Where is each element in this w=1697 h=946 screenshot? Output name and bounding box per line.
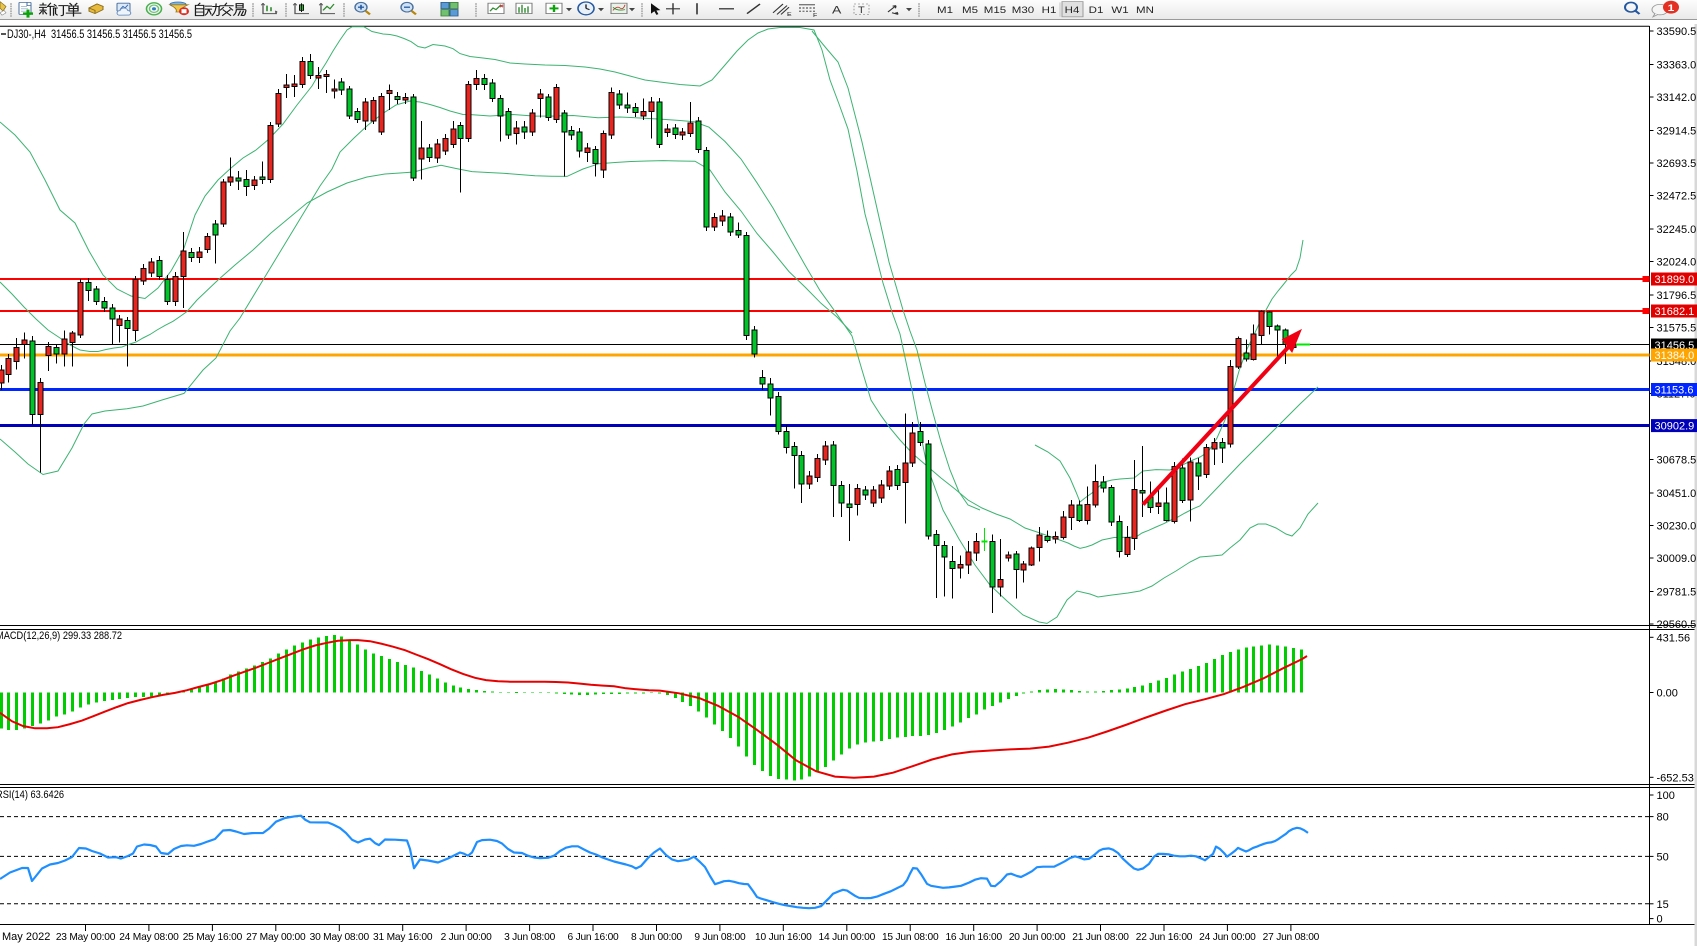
svg-text:15 Jun 08:00: 15 Jun 08:00 [882, 932, 939, 943]
svg-text:9 Jun 08:00: 9 Jun 08:00 [694, 932, 746, 943]
svg-text:30 May 08:00: 30 May 08:00 [310, 932, 370, 943]
svg-text:6 Jun 16:00: 6 Jun 16:00 [567, 932, 619, 943]
svg-text:1: 1 [1668, 3, 1675, 14]
svg-text:A: A [832, 4, 842, 16]
svg-text:30230.0: 30230.0 [1657, 521, 1697, 533]
svg-text:31 May 16:00: 31 May 16:00 [373, 932, 433, 943]
svg-text:30009.0: 30009.0 [1657, 553, 1697, 565]
svg-text:32693.5: 32693.5 [1657, 158, 1697, 170]
svg-text:MN: MN [1136, 6, 1154, 16]
svg-text:29781.5: 29781.5 [1657, 587, 1697, 599]
svg-text:2 Jun 00:00: 2 Jun 00:00 [441, 932, 493, 943]
svg-text:0: 0 [1657, 914, 1663, 926]
svg-text:M5: M5 [962, 6, 978, 16]
svg-text:H1: H1 [1042, 6, 1057, 16]
svg-text:31682.1: 31682.1 [1655, 306, 1695, 318]
svg-text:E: E [787, 12, 792, 18]
svg-text:RSI(14) 63.6426: RSI(14) 63.6426 [0, 789, 64, 801]
svg-text:32024.0: 32024.0 [1657, 257, 1697, 269]
svg-text:W1: W1 [1111, 6, 1128, 16]
svg-text:30902.9: 30902.9 [1655, 421, 1695, 433]
svg-text:H4: H4 [1065, 6, 1080, 16]
svg-text:8 Jun 00:00: 8 Jun 00:00 [631, 932, 683, 943]
svg-text:27 Jun 08:00: 27 Jun 08:00 [1263, 932, 1320, 943]
svg-text:29560.5: 29560.5 [1657, 619, 1697, 631]
svg-text:D1: D1 [1089, 6, 1104, 16]
svg-text:431.56: 431.56 [1657, 632, 1691, 644]
svg-text:31153.6: 31153.6 [1655, 385, 1694, 397]
svg-text:0.00: 0.00 [1657, 688, 1678, 700]
svg-text:27 May 00:00: 27 May 00:00 [246, 932, 306, 943]
svg-text:32914.5: 32914.5 [1657, 126, 1697, 138]
svg-text:24 Jun 00:00: 24 Jun 00:00 [1199, 932, 1256, 943]
svg-text:May 2022: May 2022 [2, 931, 50, 943]
svg-text:80: 80 [1657, 812, 1669, 824]
svg-text:16 Jun 16:00: 16 Jun 16:00 [945, 932, 1002, 943]
svg-text:23 May 00:00: 23 May 00:00 [56, 932, 116, 943]
svg-text:100: 100 [1657, 790, 1675, 802]
svg-text:33142.0: 33142.0 [1657, 92, 1697, 104]
svg-text:22 Jun 16:00: 22 Jun 16:00 [1136, 932, 1193, 943]
svg-text:25 May 16:00: 25 May 16:00 [183, 932, 243, 943]
svg-text:15: 15 [1657, 899, 1669, 911]
svg-text:24 May 08:00: 24 May 08:00 [119, 932, 179, 943]
svg-text:32245.0: 32245.0 [1657, 224, 1697, 236]
svg-text:-652.53: -652.53 [1657, 772, 1694, 784]
svg-text:DJ30-,H4 31456.5 31456.5 3145: DJ30-,H4 31456.5 31456.5 31456.5 31456.5 [7, 27, 192, 41]
svg-text:M1: M1 [937, 6, 953, 16]
svg-text:50: 50 [1657, 851, 1669, 863]
svg-text:31899.0: 31899.0 [1655, 274, 1695, 286]
svg-text:M30: M30 [1012, 6, 1035, 16]
svg-text:30678.5: 30678.5 [1657, 455, 1697, 467]
svg-text:33363.0: 33363.0 [1657, 60, 1697, 72]
svg-text:M15: M15 [984, 6, 1007, 16]
svg-text:31384.0: 31384.0 [1655, 350, 1695, 362]
svg-text:T: T [858, 6, 865, 16]
svg-text:F: F [813, 12, 817, 18]
svg-text:MACD(12,26,9) 299.33 288.72: MACD(12,26,9) 299.33 288.72 [0, 630, 122, 642]
svg-text:3 Jun 08:00: 3 Jun 08:00 [504, 932, 556, 943]
svg-text:30451.0: 30451.0 [1657, 488, 1697, 500]
svg-text:10 Jun 16:00: 10 Jun 16:00 [755, 932, 812, 943]
svg-text:21 Jun 08:00: 21 Jun 08:00 [1072, 932, 1129, 943]
svg-text:14 Jun 00:00: 14 Jun 00:00 [819, 932, 876, 943]
svg-text:31575.5: 31575.5 [1657, 323, 1697, 335]
svg-text:33590.5: 33590.5 [1657, 26, 1697, 38]
svg-text:32472.5: 32472.5 [1657, 191, 1697, 203]
svg-text:31796.5: 31796.5 [1657, 290, 1697, 302]
svg-text:20 Jun 00:00: 20 Jun 00:00 [1009, 932, 1066, 943]
